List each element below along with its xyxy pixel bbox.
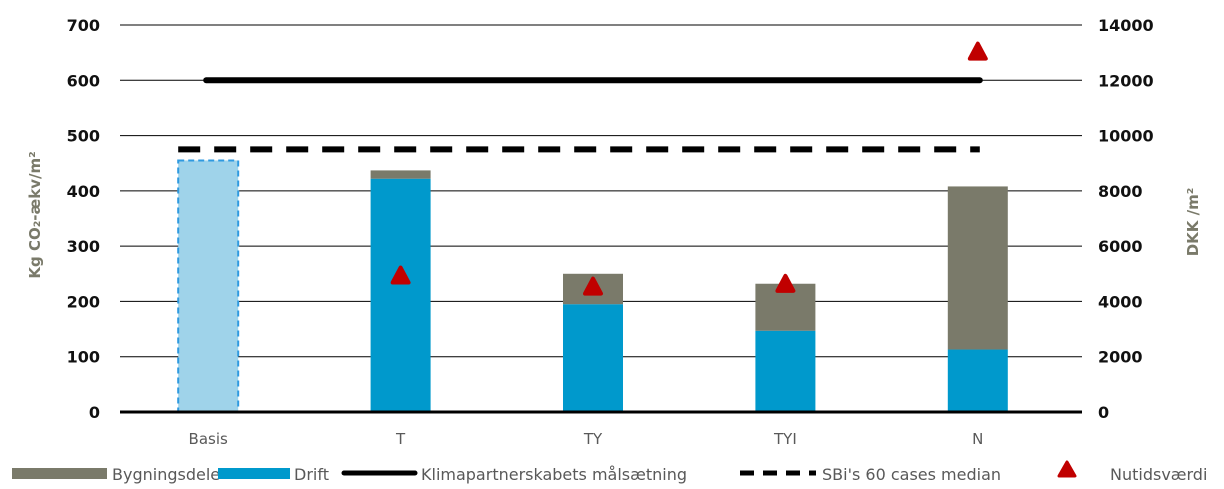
bar-drift	[755, 330, 816, 412]
bar-basis	[177, 159, 240, 413]
bar-drift	[370, 178, 431, 412]
category-label: TY	[583, 430, 603, 448]
right-tick-label: 4000	[1098, 292, 1143, 311]
right-tick-label: 0	[1098, 403, 1109, 422]
legend-swatch-drift	[218, 468, 290, 479]
category-label: Basis	[189, 430, 228, 448]
reference-lines	[178, 77, 983, 153]
legend-swatch-bygningsdele	[12, 468, 107, 479]
legend-label-drift: Drift	[294, 465, 329, 484]
marker-nutidsvaerdi	[967, 41, 988, 61]
category-label: T	[395, 430, 406, 448]
marker-nutidsvaerdi	[390, 265, 411, 285]
markers	[390, 41, 988, 296]
legend-label-sbi-median: SBi's 60 cases median	[822, 465, 1001, 484]
bar-drift	[563, 304, 623, 412]
right-tick-label: 10000	[1098, 127, 1154, 146]
marker-nutidsvaerdi	[583, 276, 603, 296]
bar-bygningsdele	[370, 170, 431, 179]
right-tick-label: 14000	[1098, 16, 1154, 35]
right-tick-label: 2000	[1098, 348, 1143, 367]
left-axis-title: Kg CO₂-ækv/m²	[26, 151, 44, 278]
left-tick-label: 0	[89, 403, 100, 422]
left-tick-label: 600	[67, 71, 100, 90]
right-tick-label: 6000	[1098, 237, 1143, 256]
legend-label-bygningsdele: Bygningsdele	[112, 465, 220, 484]
left-tick-label: 200	[67, 292, 100, 311]
bar-bygningsdele	[947, 186, 1008, 350]
left-tick-label: 400	[67, 182, 100, 201]
left-tick-label: 100	[67, 348, 100, 367]
legend-label-klimapartnerskab: Klimapartnerskabets målsætning	[421, 465, 687, 484]
left-tick-label: 700	[67, 16, 100, 35]
category-label: TYI	[773, 430, 797, 448]
right-tick-label: 12000	[1098, 71, 1154, 90]
legend: Bygningsdele Drift Klimapartnerskabets m…	[12, 460, 1207, 484]
bar-drift	[947, 349, 1008, 412]
axes: 0 100 200 300 400 500 600 700 0 2000 4000 6000 8000 1…	[67, 16, 1154, 448]
category-label: N	[972, 430, 983, 448]
left-tick-label: 300	[67, 237, 100, 256]
legend-swatch-nutidsvaerdi	[1057, 460, 1077, 478]
left-tick-label: 500	[67, 127, 100, 146]
right-axis-title: DKK /m²	[1184, 188, 1202, 257]
marker-nutidsvaerdi	[775, 273, 796, 293]
right-tick-label: 8000	[1098, 182, 1143, 201]
legend-label-nutidsvaerdi: Nutidsværdi	[1110, 465, 1207, 484]
